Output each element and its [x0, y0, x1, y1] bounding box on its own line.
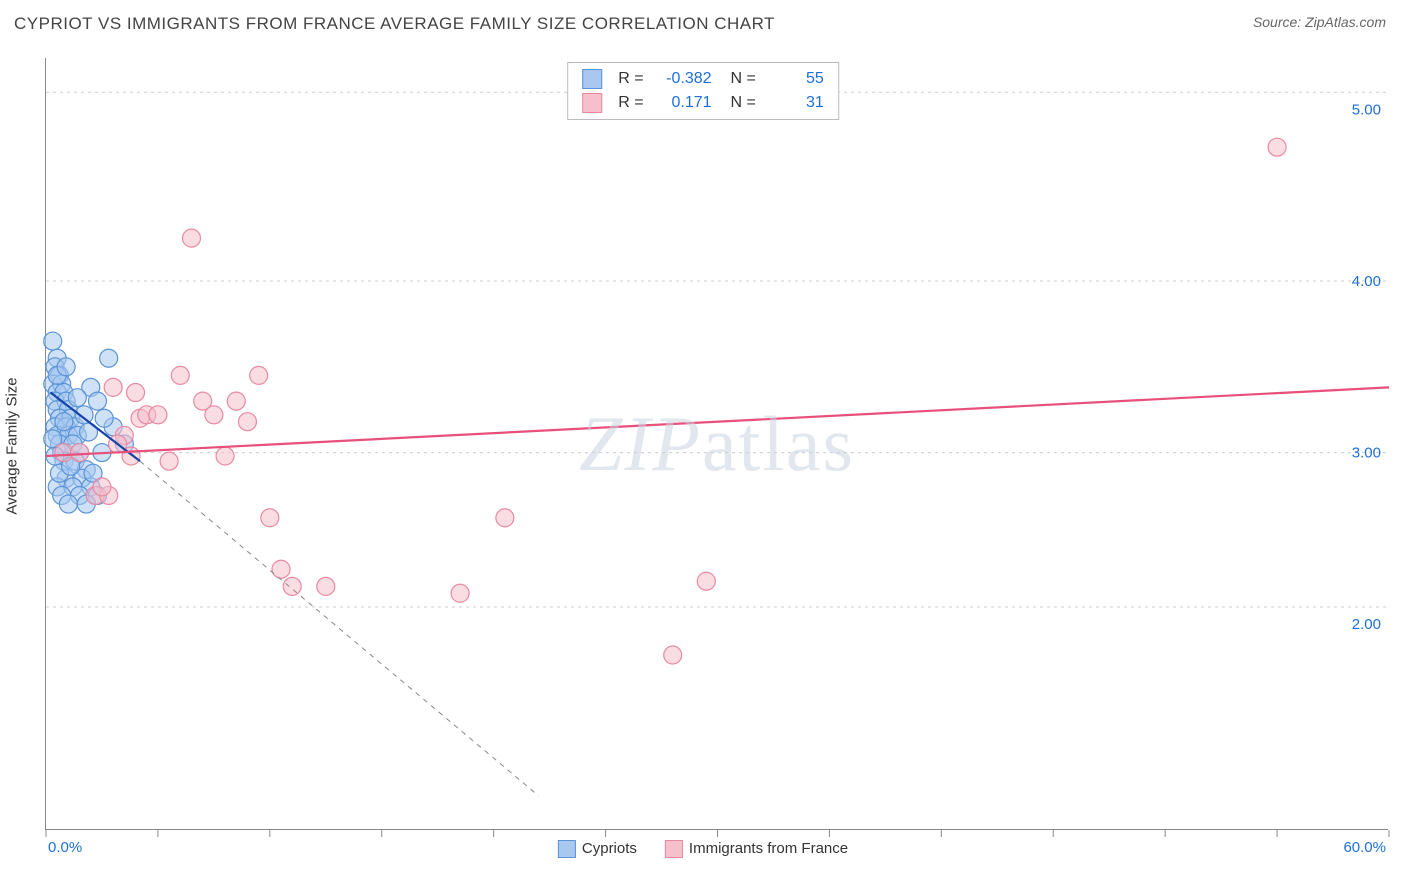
legend-swatch [558, 840, 576, 858]
svg-text:4.00: 4.00 [1352, 273, 1381, 290]
chart-svg: 2.00 3.00 4.00 5.00 [46, 58, 1388, 829]
r-value: 0.171 [654, 94, 712, 112]
r-value: -0.382 [654, 70, 712, 88]
legend-swatch [582, 69, 602, 89]
n-value: 31 [766, 94, 824, 112]
x-axis-min-label: 0.0% [48, 839, 82, 856]
header: CYPRIOT VS IMMIGRANTS FROM FRANCE AVERAG… [0, 0, 1406, 50]
r-label: R = [618, 94, 643, 112]
n-label: N = [722, 94, 756, 112]
r-label: R = [618, 70, 643, 88]
legend-swatch [665, 840, 683, 858]
svg-text:3.00: 3.00 [1352, 445, 1381, 462]
y-axis-label: Average Family Size [4, 377, 21, 514]
x-axis-max-label: 60.0% [1343, 839, 1386, 856]
correlation-legend-row: R = -0.382 N = 55 [568, 67, 838, 91]
series-legend-item: Cypriots [558, 840, 637, 858]
svg-text:5.00: 5.00 [1352, 101, 1381, 118]
correlation-legend-row: R = 0.171 N = 31 [568, 91, 838, 115]
legend-swatch [582, 93, 602, 113]
n-label: N = [722, 70, 756, 88]
source-attribution: Source: ZipAtlas.com [1253, 14, 1386, 30]
chart-title: CYPRIOT VS IMMIGRANTS FROM FRANCE AVERAG… [14, 14, 775, 34]
series-legend: Cypriots Immigrants from France [558, 840, 848, 858]
n-value: 55 [766, 70, 824, 88]
series-label: Immigrants from France [689, 840, 848, 857]
svg-text:2.00: 2.00 [1352, 616, 1381, 633]
correlation-legend: R = -0.382 N = 55 R = 0.171 N = 31 [567, 62, 839, 120]
series-legend-item: Immigrants from France [665, 840, 848, 858]
chart-plot-area: 2.003.004.005.00 ZIPatlas [45, 58, 1388, 830]
series-label: Cypriots [582, 840, 637, 857]
